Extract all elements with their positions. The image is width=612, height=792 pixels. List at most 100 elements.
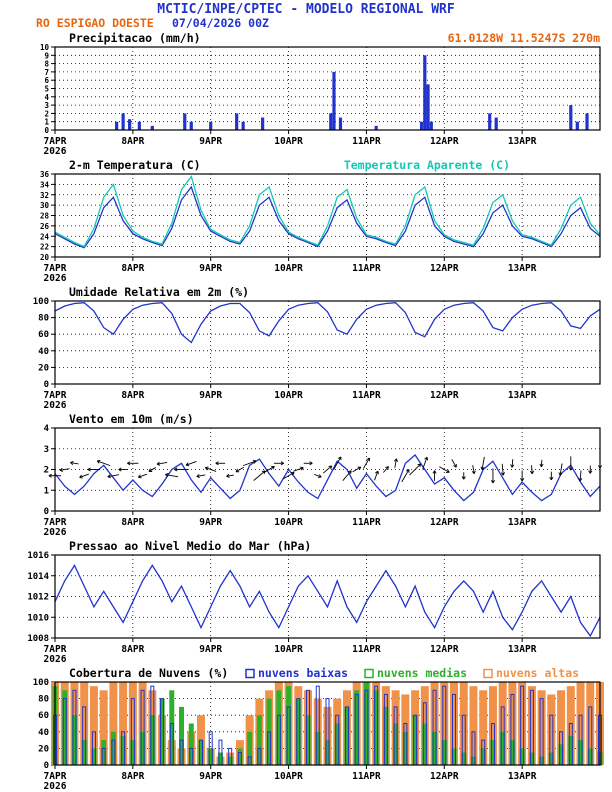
svg-text:40: 40 [38,728,49,738]
svg-text:30: 30 [40,201,50,210]
svg-text:8APR: 8APR [121,390,144,401]
svg-text:8APR: 8APR [121,517,144,528]
svg-text:1016: 1016 [27,551,49,561]
svg-text:8APR: 8APR [121,263,144,274]
svg-text:8: 8 [44,60,49,69]
svg-text:11APR: 11APR [352,771,381,782]
svg-text:13APR: 13APR [508,263,537,274]
svg-text:nuvens baixas: nuvens baixas [258,666,348,680]
svg-text:7APR: 7APR [44,390,67,401]
header: MCTIC/INPE/CPTEC - MODELO REGIONAL WRF R… [0,0,612,30]
svg-text:9APR: 9APR [199,136,222,147]
svg-text:7APR: 7APR [44,136,67,147]
svg-text:10: 10 [40,43,50,52]
panel-temperature: 7APR 2026 8APR 9APR 10APR 11APR 12APR 13APR 20 22… [0,157,612,284]
station-name: RO ESPIGAO DOESTE [36,16,154,30]
svg-text:1014: 1014 [27,572,49,582]
svg-text:100: 100 [33,297,49,307]
svg-text:20: 20 [38,744,49,754]
svg-text:2026: 2026 [44,273,67,284]
svg-text:12APR: 12APR [430,390,459,401]
panel-cloud-cover: 7APR 2026 8APR 9APR 10APR 11APR 12APR 13APR 0 20 4… [0,665,612,792]
svg-text:1010: 1010 [27,613,49,623]
svg-text:22: 22 [40,243,49,252]
svg-text:0: 0 [44,126,49,135]
svg-text:8APR: 8APR [121,644,144,655]
svg-text:26: 26 [40,222,50,231]
svg-text:2026: 2026 [44,146,67,157]
svg-text:11APR: 11APR [352,390,381,401]
svg-text:100: 100 [33,678,49,688]
svg-text:20: 20 [38,363,49,373]
svg-text:10APR: 10APR [274,644,303,655]
svg-text:1: 1 [44,118,49,127]
svg-text:0: 0 [44,380,49,390]
svg-text:61.0128W 11.5247S 270m: 61.0128W 11.5247S 270m [448,31,600,45]
panel-humidity: 7APR 2026 8APR 9APR 10APR 11APR 12APR 13APR 0 20 4… [0,284,612,411]
svg-text:60: 60 [38,711,49,721]
panel-wind: 7APR 2026 8APR 9APR 10APR 11APR 12APR 13APR 0 1 2 3… [0,411,612,538]
svg-text:2026: 2026 [44,400,67,411]
svg-text:7APR: 7APR [44,644,67,655]
svg-text:13APR: 13APR [508,136,537,147]
svg-text:3: 3 [44,101,49,110]
svg-text:13APR: 13APR [508,517,537,528]
svg-text:36: 36 [40,170,50,179]
svg-text:11APR: 11APR [352,136,381,147]
panel-pressure: 7APR 2026 8APR 9APR 10APR 11APR 12APR 13APR 1008… [0,538,612,665]
run-datetime: 07/04/2026 00Z [172,16,269,30]
svg-text:7APR: 7APR [44,263,67,274]
svg-text:0: 0 [44,507,49,517]
svg-text:13APR: 13APR [508,644,537,655]
svg-text:10APR: 10APR [274,390,303,401]
svg-text:7APR: 7APR [44,517,67,528]
svg-text:Vento em 10m (m/s): Vento em 10m (m/s) [69,412,194,426]
svg-text:11APR: 11APR [352,644,381,655]
svg-text:8APR: 8APR [121,136,144,147]
svg-text:nuvens altas: nuvens altas [496,666,579,680]
svg-text:1008: 1008 [27,634,49,644]
svg-text:60: 60 [38,330,49,340]
svg-text:Temperatura Aparente (C): Temperatura Aparente (C) [344,158,510,172]
svg-text:2026: 2026 [44,527,67,538]
svg-text:0: 0 [44,761,49,771]
svg-text:8APR: 8APR [121,771,144,782]
svg-text:5: 5 [44,85,49,94]
svg-text:6: 6 [44,76,49,85]
svg-text:Umidade Relativa em 2m (%): Umidade Relativa em 2m (%) [69,285,249,299]
svg-text:10APR: 10APR [274,136,303,147]
svg-text:9APR: 9APR [199,263,222,274]
svg-text:2026: 2026 [44,654,67,665]
svg-text:2-m Temperatura (C): 2-m Temperatura (C) [69,158,201,172]
svg-text:12APR: 12APR [430,517,459,528]
svg-text:12APR: 12APR [430,771,459,782]
svg-text:10APR: 10APR [274,771,303,782]
svg-text:2: 2 [44,109,49,118]
svg-text:1012: 1012 [27,593,49,603]
header-subline: RO ESPIGAO DOESTE 07/04/2026 00Z [0,17,612,30]
svg-text:7APR: 7APR [44,771,67,782]
svg-text:12APR: 12APR [430,263,459,274]
svg-text:Cobertura de Nuvens (%): Cobertura de Nuvens (%) [69,666,228,680]
svg-text:nuvens medias: nuvens medias [377,666,467,680]
svg-text:9APR: 9APR [199,644,222,655]
svg-text:13APR: 13APR [508,390,537,401]
model-title: MCTIC/INPE/CPTEC - MODELO REGIONAL WRF [157,2,455,17]
svg-text:10APR: 10APR [274,263,303,274]
svg-text:2026: 2026 [44,781,67,792]
svg-text:9APR: 9APR [199,771,222,782]
svg-text:9APR: 9APR [199,517,222,528]
svg-text:2: 2 [44,466,49,476]
svg-text:20: 20 [40,253,50,262]
svg-text:4: 4 [44,424,50,434]
svg-text:7: 7 [44,68,49,77]
svg-text:9: 9 [44,51,49,60]
svg-text:28: 28 [40,212,50,221]
